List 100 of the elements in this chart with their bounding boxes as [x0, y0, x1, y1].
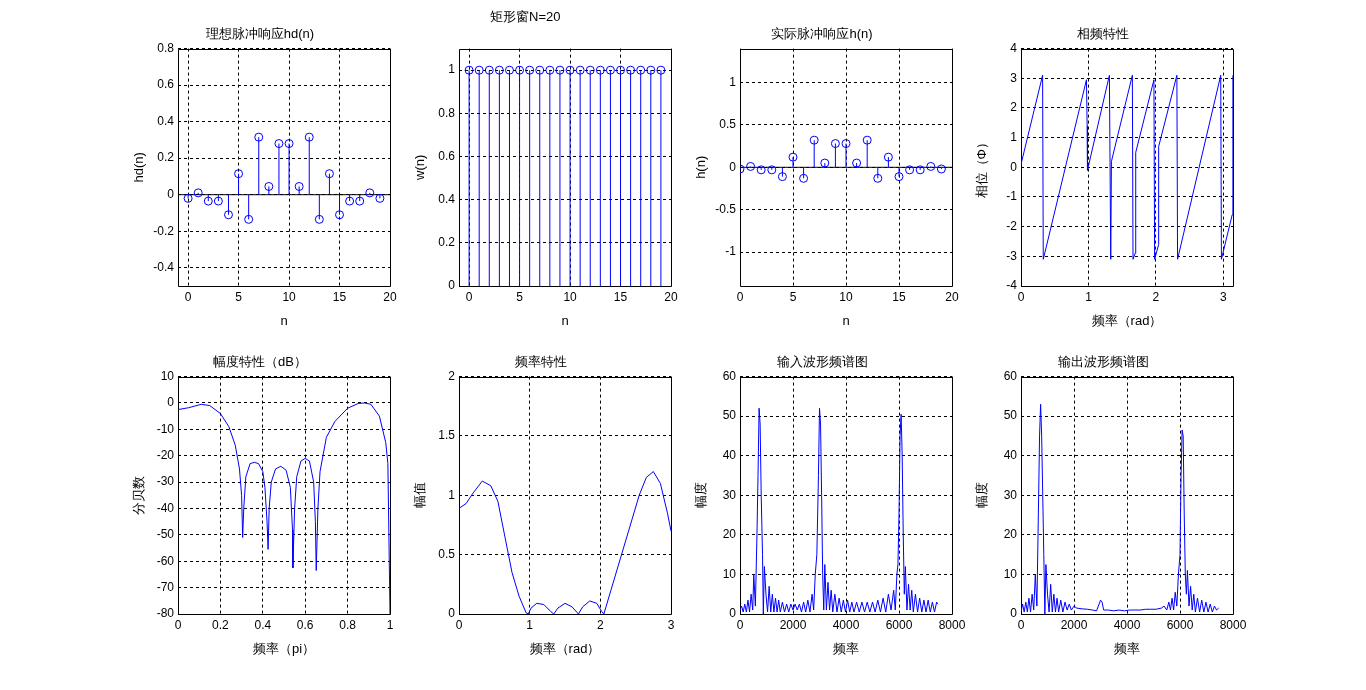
text: 矩形窗N=20	[490, 8, 561, 26]
y-tick-label: 10	[1003, 566, 1018, 581]
point	[183, 193, 193, 203]
y-tick-label: 10	[160, 368, 175, 383]
y-tick-label: 3	[1010, 70, 1018, 85]
chart-title: 理想脉冲响应hd(n)	[205, 26, 315, 42]
x-axis-title: n	[280, 312, 288, 328]
x-tick-label: 1	[1085, 289, 1093, 304]
x-tick-label: 5	[235, 289, 243, 304]
y-tick-label: 0.4	[438, 191, 456, 206]
point	[873, 173, 883, 183]
y-tick-label: -60	[156, 553, 175, 568]
point	[314, 214, 324, 224]
y-tick-label: 30	[1003, 487, 1018, 502]
y-axis-title: w(n)	[412, 154, 428, 181]
y-tick-label: -50	[156, 527, 175, 542]
x-tick-label: 10	[282, 289, 297, 304]
x-tick-label: 15	[613, 289, 628, 304]
x-tick-label: 3	[1220, 289, 1228, 304]
x-tick-label: 2	[596, 617, 604, 632]
y-tick-label: 0.8	[438, 105, 456, 120]
x-tick-label: 6000	[1166, 617, 1194, 632]
y-tick-label: -30	[156, 474, 175, 489]
point	[809, 135, 819, 145]
point	[852, 158, 862, 168]
x-axis-title: n	[561, 312, 569, 328]
point	[234, 169, 244, 179]
point	[936, 164, 946, 174]
point	[905, 165, 915, 175]
chart-title: 实际脉冲响应h(n)	[771, 26, 873, 42]
x-tick-label: 20	[945, 289, 959, 304]
y-tick-label: -40	[156, 500, 175, 515]
x-tick-label: 0.8	[339, 617, 357, 632]
point	[841, 139, 851, 149]
x-tick-label: 0.6	[296, 617, 314, 632]
point	[746, 161, 756, 171]
x-tick-label: 20	[664, 289, 678, 304]
y-tick-label: 20	[722, 527, 737, 542]
y-tick-label: 2	[1010, 100, 1018, 115]
point	[756, 165, 766, 175]
y-tick-label: 0	[448, 606, 456, 621]
y-tick-label: 0	[167, 395, 175, 410]
x-tick-label: 0.2	[212, 617, 230, 632]
point	[264, 181, 274, 191]
x-tick-label: 10	[839, 289, 853, 304]
y-axis-title: 幅度	[693, 482, 709, 509]
point	[284, 139, 294, 149]
point	[324, 169, 334, 179]
x-tick-label: 3	[667, 617, 675, 632]
y-tick-label: 40	[1003, 448, 1018, 463]
x-tick-label: 20	[383, 289, 397, 304]
point	[335, 210, 345, 220]
y-tick-label: -0.4	[153, 260, 175, 275]
x-tick-label: 4000	[1113, 617, 1141, 632]
y-axis-title: 幅度	[974, 482, 990, 509]
x-tick-label: 6000	[885, 617, 913, 632]
x-tick-label: 15	[332, 289, 347, 304]
y-tick-label: 40	[722, 448, 737, 463]
y-tick-label: -70	[156, 579, 175, 594]
point	[355, 196, 365, 206]
x-tick-label: 0.4	[254, 617, 272, 632]
y-tick-label: 0	[1010, 606, 1018, 621]
y-tick-label: -20	[156, 448, 175, 463]
y-tick-label: 0.4	[157, 113, 175, 128]
y-tick-label: 10	[722, 566, 737, 581]
point	[830, 139, 840, 149]
point	[820, 158, 830, 168]
chart-title: 相频特性	[1077, 26, 1129, 42]
y-tick-label: -4	[1006, 278, 1018, 293]
point	[799, 173, 809, 183]
x-axis-title: 频率	[833, 640, 859, 656]
point	[274, 139, 284, 149]
y-tick-label: 1	[448, 62, 456, 77]
y-tick-label: 50	[722, 408, 737, 423]
y-tick-label: -3	[1006, 248, 1018, 263]
y-tick-label: 0.6	[438, 148, 456, 163]
point	[862, 135, 872, 145]
y-tick-label: 0.5	[438, 546, 456, 561]
chart-title: 输出波形频谱图	[1057, 354, 1149, 370]
y-tick-label: 30	[722, 487, 737, 502]
x-tick-label: 8000	[938, 617, 966, 632]
y-tick-label: 0.2	[438, 235, 456, 250]
point	[193, 188, 203, 198]
y-tick-label: 0	[729, 606, 737, 621]
y-tick-label: 20	[1003, 527, 1018, 542]
x-tick-label: 0	[184, 289, 192, 304]
y-axis-title: 相位（Φ）	[974, 136, 990, 199]
y-tick-label: 1	[448, 487, 456, 502]
x-axis-title: 频率	[1114, 640, 1140, 656]
y-tick-label: 0	[448, 278, 456, 293]
y-tick-label: -0.5	[715, 202, 737, 217]
chart-title: 幅度特性（dB）	[213, 354, 307, 370]
y-axis-title: h(n)	[693, 155, 709, 179]
x-tick-label: 15	[892, 289, 906, 304]
y-axis-title: 幅值	[412, 482, 428, 509]
y-tick-label: 1	[729, 74, 737, 89]
point	[254, 132, 264, 142]
point	[345, 196, 355, 206]
point	[375, 193, 385, 203]
x-tick-label: 2000	[779, 617, 807, 632]
